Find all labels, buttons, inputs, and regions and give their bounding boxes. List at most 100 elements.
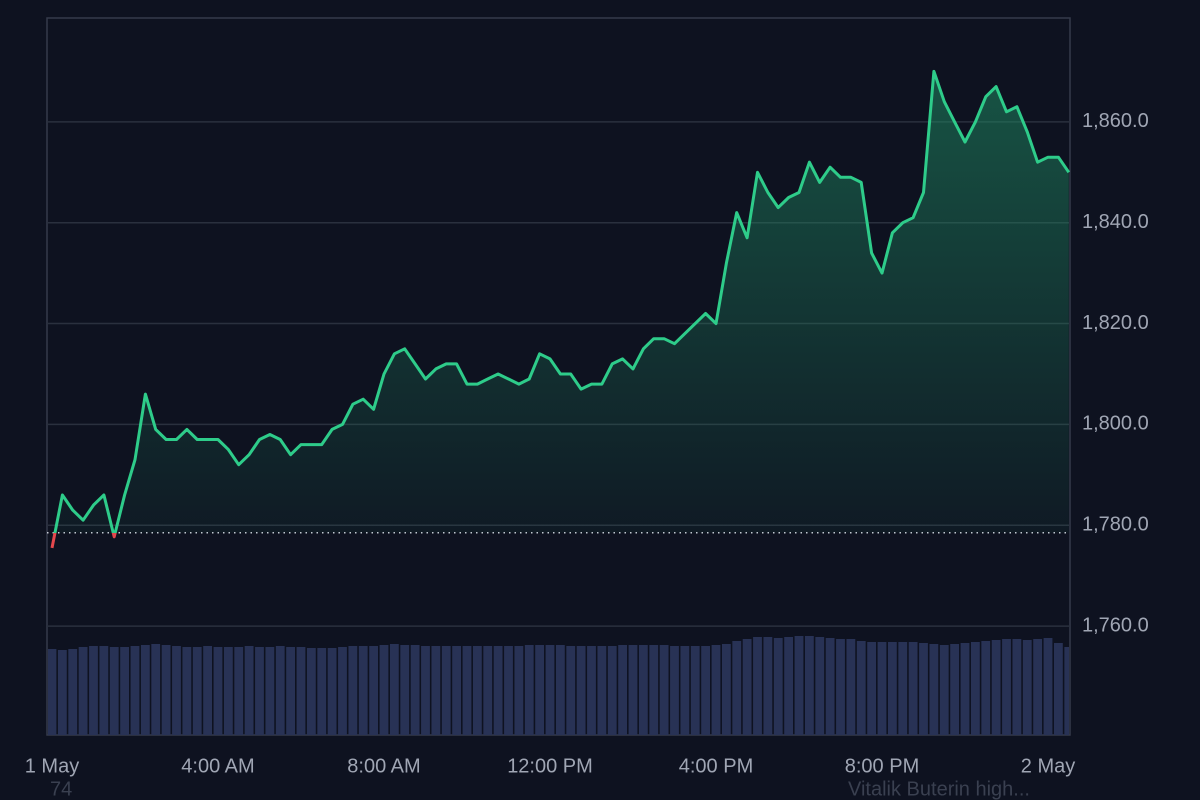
volume-bar: [338, 647, 347, 735]
volume-bar: [462, 646, 472, 735]
volume-bar: [192, 647, 202, 735]
volume-bar: [555, 645, 565, 735]
volume-bar: [89, 646, 98, 735]
volume-bar: [151, 644, 161, 735]
volume-bar: [213, 647, 223, 735]
volume-bar: [504, 646, 513, 735]
volume-bar: [1043, 638, 1053, 735]
x-tick-label: 8:00 PM: [845, 755, 919, 777]
volume-bar: [939, 645, 949, 735]
volume-bar: [877, 642, 887, 735]
volume-bar: [545, 645, 555, 735]
volume-bar: [317, 648, 327, 735]
volume-bar: [732, 641, 742, 735]
volume-bar: [1012, 639, 1022, 735]
footer-text: Vitalik Buterin high...: [848, 778, 1030, 800]
volume-bar: [130, 646, 140, 735]
volume-bar: [535, 645, 545, 735]
volume-bar: [919, 643, 928, 735]
x-tick-label: 1 May: [25, 755, 79, 777]
volume-bar: [607, 646, 617, 735]
volume-bar: [182, 647, 192, 735]
volume-bar: [348, 646, 358, 735]
volume-bar: [286, 647, 296, 735]
volume-bar: [970, 642, 980, 735]
volume-bar: [950, 644, 960, 735]
volume-bar: [431, 646, 441, 735]
volume-bar: [753, 637, 762, 735]
volume-bar: [638, 645, 648, 735]
x-tick-label: 2 May: [1021, 755, 1075, 777]
volume-bar: [628, 645, 638, 735]
volume-bar: [306, 648, 316, 735]
volume-bar: [234, 647, 244, 735]
volume-bar: [223, 647, 233, 735]
volume-bar: [784, 637, 794, 735]
volume-bar: [898, 642, 908, 735]
volume-bar: [78, 647, 88, 735]
volume-bar: [804, 636, 814, 735]
volume-bar: [296, 647, 306, 735]
volume-bar: [57, 650, 67, 735]
volume-bar: [514, 646, 524, 735]
volume-bar: [773, 638, 783, 735]
volume-bar: [670, 646, 679, 735]
x-tick-label: 8:00 AM: [347, 755, 420, 777]
volume-bar: [815, 637, 825, 735]
volume-bar: [908, 642, 918, 735]
volume-bar: [960, 643, 970, 735]
volume-bar: [400, 645, 410, 735]
volume-bar: [99, 646, 109, 735]
volume-bar: [711, 645, 721, 735]
volume-bar: [1064, 647, 1069, 735]
volume-bar: [358, 646, 368, 735]
x-tick-label: 12:00 PM: [507, 755, 593, 777]
volume-bar: [161, 645, 171, 735]
volume-bar: [379, 645, 389, 735]
volume-bar: [576, 646, 586, 735]
volume-bar: [120, 647, 130, 735]
volume-bar: [1002, 639, 1011, 735]
volume-bar: [742, 639, 752, 735]
volume-bar: [255, 647, 264, 735]
volume-bar: [441, 646, 451, 735]
volume-bar: [991, 640, 1001, 735]
volume-bar: [452, 646, 462, 735]
volume-bar: [846, 639, 856, 735]
price-area: [52, 71, 1069, 548]
y-tick-label: 1,860.0: [1082, 110, 1149, 132]
volume-bar: [68, 649, 78, 735]
volume-bar: [483, 646, 493, 735]
volume-bar: [856, 641, 866, 735]
volume-bar: [981, 641, 991, 735]
y-tick-label: 1,760.0: [1082, 614, 1149, 636]
volume-bar: [327, 648, 337, 735]
volume-bar: [649, 645, 659, 735]
volume-bar: [265, 647, 275, 735]
volume-bar: [524, 645, 534, 735]
volume-bar: [1033, 639, 1043, 735]
volume-bar: [48, 649, 57, 735]
price-line: [50, 69, 1071, 549]
footer-text: 74: [50, 778, 72, 800]
x-tick-label: 4:00 AM: [181, 755, 254, 777]
volume-bar: [763, 637, 773, 735]
y-tick-label: 1,840.0: [1082, 211, 1149, 233]
volume-bar: [203, 646, 213, 735]
x-tick-label: 4:00 PM: [679, 755, 753, 777]
y-tick-label: 1,780.0: [1082, 514, 1149, 536]
volume-bar: [472, 646, 482, 735]
volume-bar: [929, 644, 939, 735]
volume-bar: [680, 646, 690, 735]
volume-bar: [867, 642, 877, 735]
volume-bar: [836, 639, 845, 735]
volume-bar: [566, 646, 576, 735]
volume-bar: [389, 644, 399, 735]
volume-bar: [421, 646, 430, 735]
volume-bar: [825, 638, 835, 735]
volume-bar: [618, 645, 628, 735]
volume-bar: [1022, 640, 1032, 735]
volume-bar: [701, 646, 711, 735]
